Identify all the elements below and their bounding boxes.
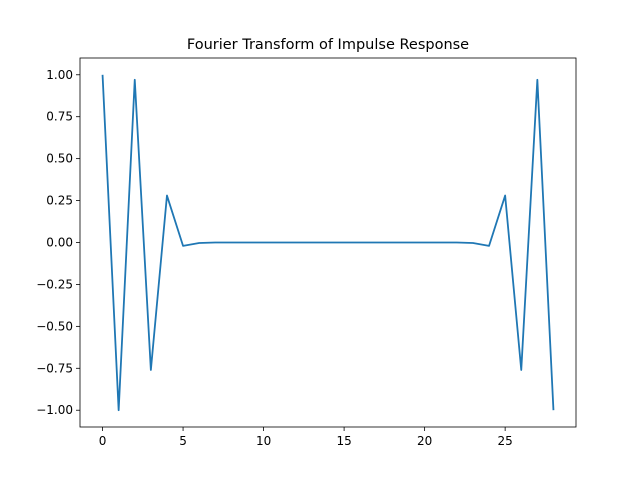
x-axis: 0 5 10 15 20 25 — [99, 427, 513, 448]
y-tick-label: 0.00 — [46, 236, 73, 250]
y-tick-label: 1.00 — [46, 68, 73, 82]
x-tick-label: 5 — [179, 434, 187, 448]
y-tick-label: 0.50 — [46, 152, 73, 166]
y-tick-label: 0.75 — [46, 110, 73, 124]
chart-title: Fourier Transform of Impulse Response — [187, 37, 469, 53]
y-tick-label: −0.25 — [36, 277, 73, 291]
series-layer — [101, 74, 555, 412]
x-tick-label: 25 — [498, 434, 513, 448]
y-tick-label: −0.75 — [36, 361, 73, 375]
x-tick-label: 15 — [336, 434, 351, 448]
y-tick-label: −1.00 — [36, 403, 73, 417]
x-tick-label: 20 — [417, 434, 432, 448]
y-tick-label: 0.25 — [46, 194, 73, 208]
x-tick-label: 0 — [99, 434, 107, 448]
y-tick-label: −0.50 — [36, 319, 73, 333]
y-axis: −1.00 −0.75 −0.50 −0.25 0.00 0.25 0.50 0.75 1.00 — [36, 68, 80, 417]
series-line-0 — [101, 74, 555, 412]
x-tick-label: 10 — [256, 434, 271, 448]
